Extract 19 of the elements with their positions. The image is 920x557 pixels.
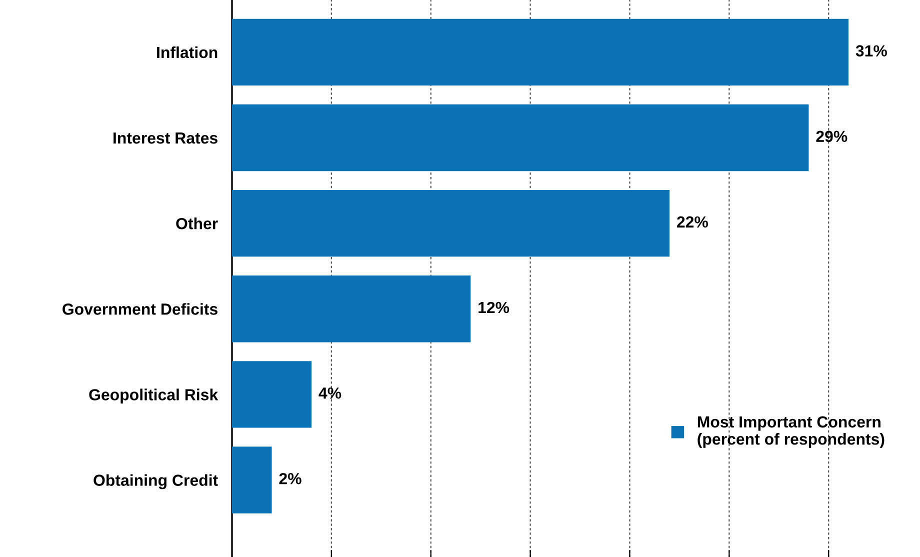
y-tick-label: Obtaining Credit xyxy=(94,474,218,490)
data-label: 4% xyxy=(318,387,342,399)
data-label: 2% xyxy=(279,472,302,484)
data-label: 22% xyxy=(677,216,708,228)
data-label: 12% xyxy=(478,302,510,314)
y-tick-label: Other xyxy=(176,218,218,230)
data-label: 29% xyxy=(816,130,848,142)
y-tick-label: Geopolitical Risk xyxy=(89,388,218,404)
bar xyxy=(232,104,809,172)
y-tick-label: Government Deficits xyxy=(62,303,218,315)
y-tick-label: Inflation xyxy=(157,46,218,58)
bar xyxy=(232,276,471,342)
bar xyxy=(232,18,848,86)
bar xyxy=(232,361,312,428)
bar xyxy=(232,190,670,257)
y-tick-label: Interest Rates xyxy=(114,132,218,144)
bar xyxy=(232,446,272,514)
legend-label: Most Important Concern (percent of respondents) xyxy=(698,416,884,448)
data-label: 31% xyxy=(856,45,887,56)
